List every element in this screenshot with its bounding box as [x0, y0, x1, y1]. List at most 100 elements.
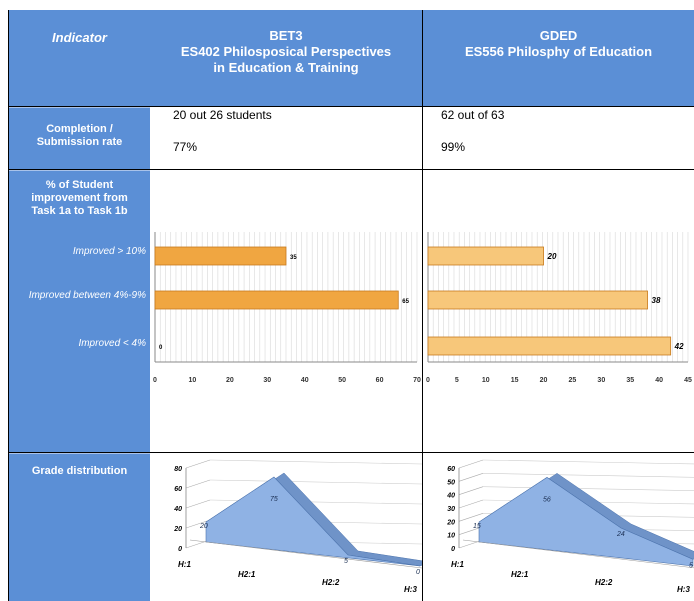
cat-label-3: Improved < 4%: [78, 338, 146, 349]
area-front-face: [205, 476, 421, 567]
col2-code: GDED: [539, 28, 578, 43]
bar: [427, 336, 672, 356]
c1-count: 20 out 26 students: [173, 108, 272, 122]
x-tick-label: 5: [455, 377, 459, 384]
col2-header: GDED ES556 Philosphy of Education: [423, 28, 694, 60]
grid-line: [185, 519, 211, 529]
grid-line: [209, 459, 422, 465]
x-tick-label: H:1: [178, 560, 191, 569]
x-tick-label: H2:2: [595, 578, 613, 587]
y-tick-label: 60: [174, 486, 182, 493]
data-label: 75: [270, 496, 278, 503]
data-label: 20: [199, 523, 208, 530]
border-row-sep1: [9, 107, 150, 108]
bar: [154, 246, 287, 266]
grid-line: [185, 479, 211, 489]
x-tick-label: 60: [376, 377, 384, 384]
x-tick-label: 20: [540, 377, 548, 384]
y-tick-label: 20: [173, 526, 182, 533]
header-col2: [423, 10, 694, 106]
grid-line: [458, 499, 484, 509]
grid-line: [482, 486, 694, 491]
x-tick-label: 45: [684, 377, 692, 384]
grid-line: [458, 513, 484, 522]
area-front-face: [478, 476, 694, 567]
x-tick-label: 0: [426, 377, 430, 384]
indicator-header: Indicator: [9, 30, 150, 45]
c1-pct: 77%: [173, 140, 198, 154]
x-tick-label: H:3: [677, 585, 690, 594]
grade-label: Grade distribution: [31, 465, 128, 477]
x-axis: [189, 539, 422, 569]
x-tick-label: 30: [597, 377, 605, 384]
bar-chart-2: 0 5 10 15 20 25 30 35 40 45 20 38 42: [426, 232, 692, 384]
improvement-label: % of Student improvement from Task 1a to…: [9, 179, 150, 218]
y-tick-label: 40: [173, 506, 182, 513]
y-tick-label: 20: [446, 519, 455, 526]
grade-chart-1: 0 20 40 60 80 20 75 5 0 H:1 H2:1 H2:2 H:3: [173, 459, 422, 594]
y-tick-label: 80: [174, 466, 182, 473]
border-row-sep3: [9, 453, 150, 454]
completion-label: Completion / Submission rate: [9, 123, 150, 149]
x-tick-label: H:3: [404, 585, 417, 594]
data-label: 15: [473, 523, 481, 530]
grid-line: [482, 473, 694, 478]
col1-code: BET3: [269, 28, 303, 43]
border-row1: [9, 106, 694, 107]
c2-pct: 99%: [441, 140, 466, 154]
x-tick-label: 0: [153, 377, 157, 384]
x-tick-label: 35: [626, 377, 634, 384]
data-label: 65: [402, 299, 409, 305]
border-row2: [9, 169, 694, 170]
x-tick-label: 10: [482, 377, 490, 384]
border-row3: [9, 452, 694, 453]
x-tick-label: 10: [189, 377, 197, 384]
grid-line: [458, 459, 484, 469]
x-tick-label: 25: [569, 377, 577, 384]
x-axis: [462, 539, 694, 569]
c2-count: 62 out of 63: [441, 108, 505, 122]
improvement-label-3: Task 1a to Task 1b: [31, 205, 128, 217]
data-label: 24: [616, 531, 625, 538]
x-tick-label: 20: [226, 377, 234, 384]
col1-header: BET3 ES402 Philosposical Perspectives in…: [150, 28, 422, 76]
col1-title-2: in Education & Training: [213, 60, 359, 75]
col2-title: ES556 Philosphy of Education: [464, 44, 653, 59]
grid-line: [482, 459, 694, 465]
col1-title-1: ES402 Philosposical Perspectives: [180, 44, 392, 59]
bar: [427, 290, 648, 310]
bar-chart-1: 0 10 20 30 40 50 60 70 35 65 0: [153, 232, 421, 384]
border-left: [8, 10, 9, 601]
x-tick-label: H2:1: [511, 570, 529, 579]
grid-line: [185, 459, 211, 469]
grid-line: [185, 499, 211, 509]
cat-label-1: Improved > 10%: [72, 246, 146, 257]
y-tick-label: 50: [447, 479, 455, 486]
data-label: 56: [543, 496, 551, 503]
improvement-label-2: improvement from: [31, 192, 128, 204]
y-tick-label: 10: [447, 533, 455, 540]
indicator-column: [9, 10, 150, 601]
data-label: 5: [344, 558, 348, 565]
y-tick-label: 0: [451, 546, 455, 553]
data-label: 0: [416, 569, 420, 576]
x-tick-label: 40: [301, 377, 309, 384]
y-tick-label: 0: [178, 546, 182, 553]
indicator-text: Indicator: [52, 30, 107, 45]
x-tick-label: 40: [655, 377, 663, 384]
grade-chart-2: 0 10 20 30 40 50 60 15 56 24 5 H:1 H2:1 H2:2 H:3: [446, 459, 694, 594]
data-label: 38: [652, 296, 661, 305]
border-mid: [422, 10, 423, 601]
grid-line: [209, 479, 422, 485]
data-label: 35: [290, 255, 297, 261]
x-tick-label: 50: [338, 377, 346, 384]
header-col1: [150, 10, 422, 106]
data-label: 0: [159, 345, 163, 351]
y-tick-label: 60: [447, 466, 455, 473]
grid-line: [458, 473, 484, 482]
x-tick-label: H:1: [451, 560, 464, 569]
x-tick-label: H2:1: [238, 570, 256, 579]
x-tick-label: 70: [413, 377, 421, 384]
data-label: 5: [689, 562, 693, 569]
